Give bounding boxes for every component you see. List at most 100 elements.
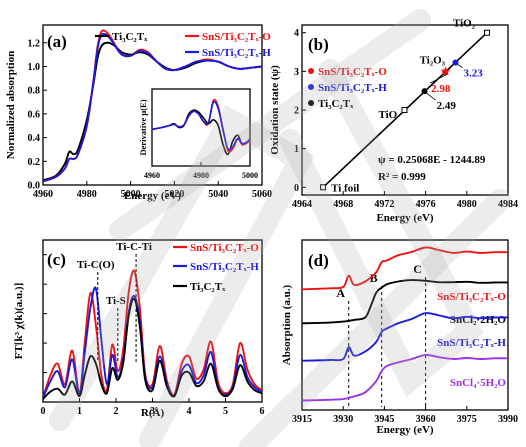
x-tick-label: 2 — [114, 406, 119, 417]
point-label: TiO₂ — [453, 18, 476, 30]
point-label: Ti₂O₃ — [420, 54, 446, 66]
y-axis-label: Absorption (a.u.) — [281, 284, 293, 365]
series-label: SnCl₂·2H₂O — [450, 314, 507, 326]
point-label: 2.49 — [437, 100, 457, 112]
series-label: SnCl₄·5H₂O — [450, 377, 507, 389]
x-tick-label: 5060 — [252, 189, 272, 200]
panel-label: (d) — [308, 251, 329, 270]
fit-equation: ψ = 0.25068E - 1244.89 — [378, 154, 486, 166]
panel-b: 4964 4968 4972 4976 4980 4984 0 1 2 3 4 (b) Energy (… — [269, 18, 518, 224]
leader-line — [426, 92, 436, 101]
legend-entry: SnS/Ti₃C₂Tₓ-H — [202, 47, 271, 59]
y-tick-label: 1.2 — [28, 38, 41, 49]
x-tick-label: 3915 — [292, 414, 312, 425]
fit-r2: R² = 0.999 — [378, 171, 426, 183]
x-tick-label: 5040 — [208, 189, 228, 200]
x-axis-label: Energy (eV) — [124, 190, 181, 202]
panel-label: (c) — [47, 250, 66, 269]
peak-label: Ti-C(O) — [77, 259, 115, 271]
reference-point — [483, 29, 490, 36]
x-tick-label: 4968 — [333, 199, 353, 210]
x-tick-label: 3930 — [333, 414, 353, 425]
leader-line — [429, 73, 448, 84]
x-tick-label: 3990 — [498, 414, 518, 425]
edge-label: B — [370, 271, 378, 285]
y-tick-label: 1 — [294, 144, 299, 155]
sample-point — [421, 88, 428, 95]
x-tick-label: 3 — [150, 406, 155, 417]
legend-entry: Ti₃C₂Tₓ — [318, 98, 354, 110]
sample-point — [442, 69, 449, 76]
legend-entry: SnS/Ti₃C₂Tₓ-O — [318, 66, 387, 78]
peak-label: Ti-S — [106, 295, 126, 307]
legend-entry: SnS/Ti₃C₂Tₓ-O — [190, 242, 259, 254]
x-axis-label: R(Å) — [141, 407, 165, 419]
series-line-red — [301, 246, 509, 291]
inset: 4960 4980 5000 Derivative μ(E) — [138, 88, 258, 180]
x-tick-label: 1 — [77, 406, 82, 417]
series-label: SnS/Ti₃C₂Tₓ-O — [437, 291, 506, 303]
x-tick-label: 4980 — [77, 189, 97, 200]
y-tick-label: 0.2 — [28, 157, 41, 168]
x-tick-label: 3975 — [457, 414, 477, 425]
x-tick-label: 5000 — [121, 189, 141, 200]
x-axis-label: Energy (eV) — [376, 212, 433, 224]
x-tick-label: 4960 — [33, 189, 53, 200]
x-tick-label: 4964 — [292, 199, 312, 210]
point-label: Ti foil — [331, 182, 359, 194]
x-tick-label: 4960 — [144, 171, 160, 180]
panel-d: 3915 3930 3945 3960 3975 3990 (d) Energy (eV) Ab… — [281, 239, 518, 436]
legend-marker — [308, 84, 314, 90]
legend-entry: SnS/Ti₃C₂Tₓ-H — [190, 261, 259, 273]
y-axis-label: Oxidation state (ψ) — [269, 65, 281, 155]
panel-c: 0 1 2 3 4 5 6(c)R(Å)FT[k³ χ(k)(a.u.)]Ti-C(O)Ti… — [13, 239, 265, 419]
x-tick-label: 6 — [260, 406, 265, 417]
leader-line — [457, 64, 463, 68]
legend-entry: Ti₃C₂Tₓ — [190, 281, 226, 293]
x-tick-label: 4 — [187, 406, 192, 417]
point-label: 2.98 — [431, 83, 451, 95]
x-tick-label: 4976 — [416, 199, 436, 210]
x-tick-label: 3945 — [374, 414, 394, 425]
legend-entry: Ti₃C₂Tₓ — [112, 31, 148, 43]
y-axis-label: Normalized absorption — [5, 51, 17, 159]
x-tick-label: 0 — [41, 406, 46, 417]
reference-point — [320, 184, 327, 191]
x-tick-label: 5020 — [164, 189, 184, 200]
y-tick-label: 4 — [294, 28, 299, 39]
y-tick-label: 3 — [294, 67, 299, 78]
y-tick-label: 0.0 — [28, 181, 41, 192]
edge-label: A — [336, 286, 345, 300]
inset-y-axis-label: Derivative μ(E) — [138, 99, 148, 155]
sample-point — [452, 59, 459, 66]
y-axis-label: FT[k³ χ(k)(a.u.)] — [13, 283, 25, 360]
y-tick-label: 2 — [294, 106, 299, 117]
y-tick-label: 1.0 — [28, 62, 41, 73]
x-tick-label: 4980 — [457, 199, 477, 210]
x-tick-label: 3960 — [416, 414, 436, 425]
peak-label: Ti-C-Ti — [116, 241, 152, 253]
series-line-blue — [301, 312, 509, 362]
point-label: 3.23 — [463, 67, 483, 79]
x-tick-label: 5 — [223, 406, 228, 417]
x-tick-label: 4984 — [498, 199, 518, 210]
reference-point — [401, 107, 408, 113]
legend-entry: SnS/Ti₃C₂Tₓ-H — [318, 82, 387, 94]
legend-entry: SnS/Ti₃C₂Tₓ-O — [202, 31, 271, 43]
y-tick-label: 0.6 — [28, 109, 41, 120]
series-label: SnS/Ti₃C₂Tₓ-H — [437, 337, 506, 349]
series-line-black — [42, 297, 263, 400]
inset-series-blue — [151, 100, 251, 151]
y-tick-label: 0 — [294, 183, 299, 194]
y-tick-label: 0.8 — [28, 86, 41, 97]
plot-frame — [301, 239, 509, 411]
x-tick-label: 5000 — [242, 171, 258, 180]
legend-marker — [308, 68, 314, 74]
panel-label: (b) — [308, 35, 329, 54]
legend-marker — [308, 100, 314, 106]
x-tick-label: 4980 — [193, 171, 209, 180]
panel-a: 4960 4980 5000 5020 5040 5060 0.0 0.2 0.4 0.6 0.8 1… — [5, 24, 272, 202]
x-axis-label: Energy (eV) — [376, 424, 433, 436]
plot-frame — [42, 24, 263, 186]
